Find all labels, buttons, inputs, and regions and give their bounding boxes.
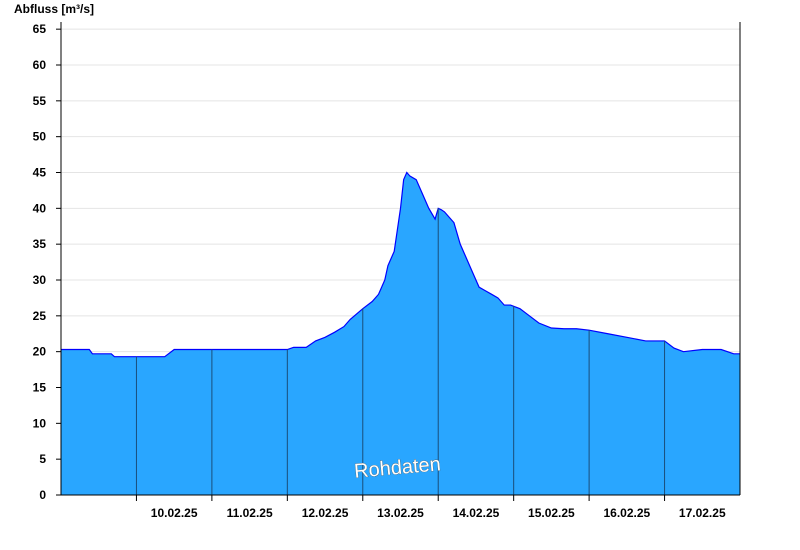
x-tick-label: 16.02.25: [603, 506, 650, 520]
y-tick-label: 60: [33, 58, 47, 72]
x-tick-label: 15.02.25: [528, 506, 575, 520]
y-tick-label: 35: [33, 237, 47, 251]
x-tick-label: 10.02.25: [151, 506, 198, 520]
y-tick-label: 25: [33, 309, 47, 323]
y-tick-label: 65: [33, 22, 47, 36]
y-tick-label: 30: [33, 273, 47, 287]
y-tick-label: 40: [33, 201, 47, 215]
y-tick-label: 20: [33, 345, 47, 359]
y-tick-label: 15: [33, 381, 47, 395]
y-tick-label: 0: [39, 488, 46, 502]
y-tick-label: 10: [33, 416, 47, 430]
y-axis-ticks: 0 5 10 15 20 25 30 35 40 45 50 55 60 65: [33, 22, 61, 502]
x-tick-label: 17.02.25: [679, 506, 726, 520]
x-tick-label: 14.02.25: [453, 506, 500, 520]
data-area: [61, 171, 740, 495]
series-line: [61, 171, 740, 358]
y-axis-label: Abfluss [m³/s]: [14, 2, 94, 16]
x-tick-label: 13.02.25: [377, 506, 424, 520]
y-tick-label: 55: [33, 94, 47, 108]
y-tick-label: 5: [39, 452, 46, 466]
area-fill: [61, 172, 740, 495]
x-tick-label: 12.02.25: [302, 506, 349, 520]
x-axis-ticks: 10.02.25 11.02.25 12.02.25 13.02.25 14.02.25…: [135, 495, 726, 520]
watermark-label: Rohdaten: [353, 453, 441, 482]
day-separator-lines: [135, 208, 666, 495]
x-tick-label: 11.02.25: [227, 506, 273, 520]
y-tick-label: 50: [33, 130, 47, 144]
y-tick-label: 45: [33, 166, 47, 180]
